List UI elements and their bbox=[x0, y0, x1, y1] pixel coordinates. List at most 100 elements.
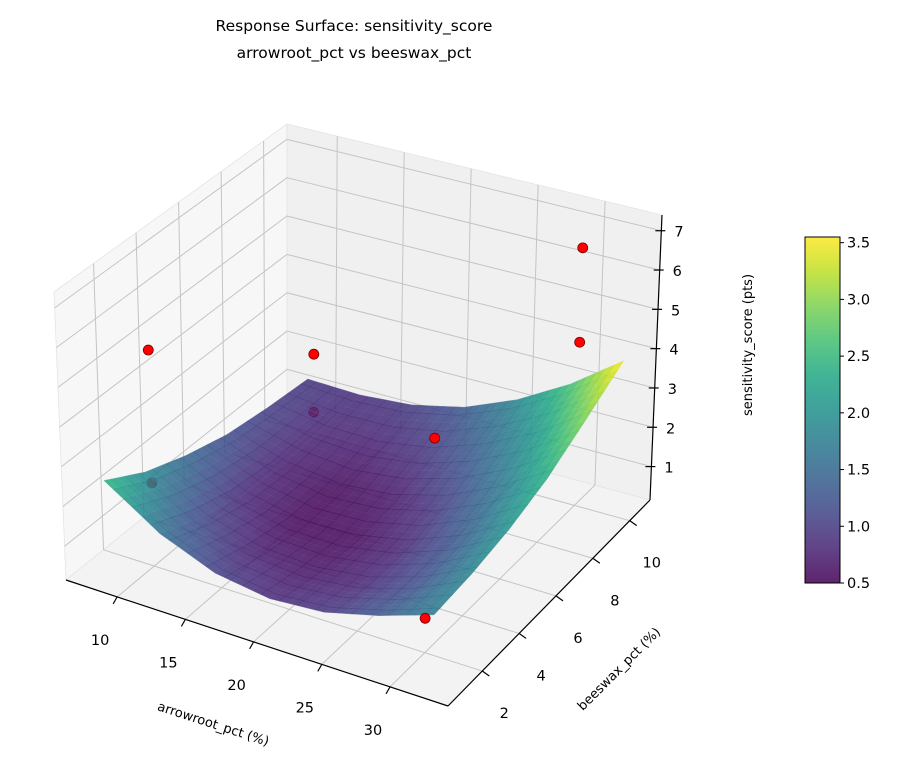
left-gridline-z bbox=[57, 215, 288, 388]
surface-mesh-line bbox=[103, 378, 308, 481]
surface-mesh-line bbox=[145, 471, 472, 584]
colorbar-tick-label: 2.0 bbox=[847, 406, 870, 422]
left-gridline-z bbox=[60, 292, 288, 468]
axis-lines bbox=[65, 214, 666, 707]
data-point bbox=[419, 612, 431, 624]
x-tick-label: 10 bbox=[91, 633, 109, 649]
colorbar: 0.5 1.0 1.5 2.0 2.5 3.0 3.5 bbox=[804, 236, 870, 592]
surface-mesh-line bbox=[103, 480, 435, 616]
data-point bbox=[142, 344, 154, 356]
surface-mesh-line bbox=[233, 405, 430, 582]
surface-mesh-line bbox=[178, 398, 378, 548]
x-tick bbox=[180, 619, 186, 627]
surface-mesh-line bbox=[267, 407, 586, 456]
surface-mesh-line bbox=[433, 360, 625, 616]
x-tick-label: 25 bbox=[296, 700, 314, 716]
left-gridline-y bbox=[93, 263, 105, 550]
surface-mesh-line bbox=[172, 460, 497, 560]
z-tick-label: 1 bbox=[664, 461, 673, 477]
y-tick bbox=[592, 557, 601, 564]
surface-mesh-line bbox=[294, 380, 612, 424]
y-tick-label: 6 bbox=[573, 631, 582, 647]
data-point bbox=[429, 432, 441, 444]
left-gridline-y bbox=[135, 232, 145, 518]
surface-mesh-line bbox=[240, 425, 560, 487]
surface-mesh-line bbox=[287, 404, 482, 604]
left-gridline-z bbox=[64, 369, 288, 547]
y-tick-label: 10 bbox=[642, 556, 660, 572]
surface-mesh-line bbox=[117, 477, 447, 606]
surface-mesh-line bbox=[213, 441, 535, 519]
x-axis-line bbox=[65, 579, 449, 707]
data-point bbox=[577, 242, 589, 254]
surface-mesh-line bbox=[141, 389, 343, 517]
back-gridline-x bbox=[464, 168, 472, 451]
surface-mesh-line bbox=[415, 368, 607, 616]
back-gridline-z bbox=[286, 253, 657, 350]
surface-mesh-line bbox=[397, 376, 589, 616]
z-tick-label: 7 bbox=[674, 225, 683, 241]
y-axis-line bbox=[447, 499, 651, 707]
back-gridline-x bbox=[399, 152, 405, 433]
y-tick bbox=[518, 632, 527, 639]
left-gridline-z bbox=[56, 177, 288, 349]
y-tick bbox=[481, 670, 490, 677]
surface-mesh-line bbox=[199, 448, 522, 533]
scatter-points bbox=[142, 242, 589, 624]
floor-gridline-x bbox=[389, 484, 596, 688]
x-tick bbox=[112, 596, 118, 605]
surface-mesh-line bbox=[186, 455, 510, 548]
y-tick-label: 8 bbox=[610, 593, 619, 609]
surface-mesh-line bbox=[214, 404, 413, 574]
colorbar-tick-label: 3.5 bbox=[847, 236, 870, 252]
surface-mesh-line bbox=[307, 360, 625, 408]
surface-mesh-line bbox=[360, 389, 553, 615]
back-gridline-z bbox=[286, 330, 654, 428]
surface-mesh-line bbox=[158, 466, 485, 572]
surface-mesh-line bbox=[251, 406, 447, 591]
data-point bbox=[308, 348, 320, 360]
surface-mesh-line bbox=[226, 434, 548, 505]
floor-gridline-y bbox=[103, 549, 483, 672]
left-gridline-y bbox=[220, 171, 225, 453]
x-tick bbox=[385, 686, 391, 695]
colorbar-gradient bbox=[804, 236, 841, 584]
y-tick-label: 2 bbox=[500, 706, 509, 722]
left-gridline-z bbox=[59, 253, 288, 428]
y-tick-label: 4 bbox=[537, 668, 546, 684]
surface-mesh-line bbox=[269, 407, 465, 599]
surface-mesh-line bbox=[159, 394, 360, 534]
back-gridline-z bbox=[286, 292, 655, 389]
y-tick bbox=[629, 520, 638, 527]
chart-title-line-2: arrowroot_pct vs beeswax_pct bbox=[237, 44, 472, 63]
surface-mesh-line bbox=[378, 383, 571, 616]
surface-mesh-line bbox=[196, 401, 395, 561]
colorbar-tick-label: 1.5 bbox=[847, 463, 870, 479]
z-axis-line bbox=[649, 214, 663, 501]
back-gridline-x bbox=[335, 136, 338, 416]
surface-cell bbox=[424, 607, 441, 616]
surface-mesh-line bbox=[131, 474, 460, 595]
surface-mesh-line bbox=[306, 402, 500, 609]
y-axis-label: beeswax_pct (%) bbox=[575, 625, 664, 714]
surface-mesh-line bbox=[324, 399, 518, 613]
back-gridline-z bbox=[286, 177, 660, 271]
x-tick bbox=[249, 641, 255, 650]
colorbar-tick-label: 2.5 bbox=[847, 349, 870, 365]
colorbar-tick-label: 0.5 bbox=[847, 576, 870, 592]
z-tick-label: 6 bbox=[673, 264, 682, 280]
left-gridline-z bbox=[54, 138, 288, 309]
surface-mesh-line bbox=[342, 394, 535, 614]
back-gridline-x bbox=[594, 201, 606, 486]
back-gridline-z bbox=[286, 215, 659, 310]
z-tick-label: 5 bbox=[671, 303, 680, 319]
z-tick-label: 3 bbox=[668, 382, 677, 398]
x-tick bbox=[317, 664, 323, 672]
back-gridline-z bbox=[286, 138, 662, 232]
left-gridline-z bbox=[62, 330, 288, 507]
left-gridline-y bbox=[263, 140, 266, 420]
z-tick-label: 2 bbox=[666, 421, 675, 437]
z-axis-label: sensitivity_score (pts) bbox=[741, 274, 756, 416]
